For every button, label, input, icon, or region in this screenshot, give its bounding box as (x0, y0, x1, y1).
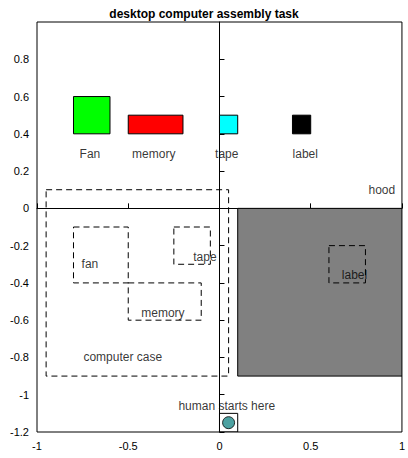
svg-text:label: label (342, 268, 367, 282)
svg-text:0.4: 0.4 (14, 128, 29, 140)
svg-text:label: label (293, 147, 318, 161)
svg-text:tape: tape (193, 250, 217, 264)
svg-text:0.5: 0.5 (303, 440, 318, 452)
svg-text:human starts here: human starts here (178, 399, 275, 413)
svg-text:-1: -1 (32, 440, 42, 452)
svg-text:memory: memory (132, 147, 175, 161)
svg-text:0: 0 (216, 440, 222, 452)
svg-text:-1: -1 (19, 389, 29, 401)
svg-text:hood: hood (369, 183, 396, 197)
svg-text:Fan: Fan (80, 147, 101, 161)
svg-text:0.6: 0.6 (14, 91, 29, 103)
svg-text:-0.5: -0.5 (119, 440, 138, 452)
svg-text:0.2: 0.2 (14, 165, 29, 177)
svg-text:0.8: 0.8 (14, 53, 29, 65)
svg-text:-0.4: -0.4 (10, 277, 29, 289)
svg-text:-0.8: -0.8 (10, 351, 29, 363)
svg-text:fan: fan (82, 257, 99, 271)
svg-text:memory: memory (141, 306, 184, 320)
svg-text:-1.2: -1.2 (10, 426, 29, 438)
svg-text:computer case: computer case (83, 350, 162, 364)
svg-text:1: 1 (399, 440, 405, 452)
svg-text:-0.6: -0.6 (10, 314, 29, 326)
svg-text:-0.2: -0.2 (10, 240, 29, 252)
svg-text:0: 0 (23, 202, 29, 214)
svg-text:desktop computer assembly task: desktop computer assembly task (109, 7, 299, 21)
svg-text:tape: tape (215, 147, 239, 161)
